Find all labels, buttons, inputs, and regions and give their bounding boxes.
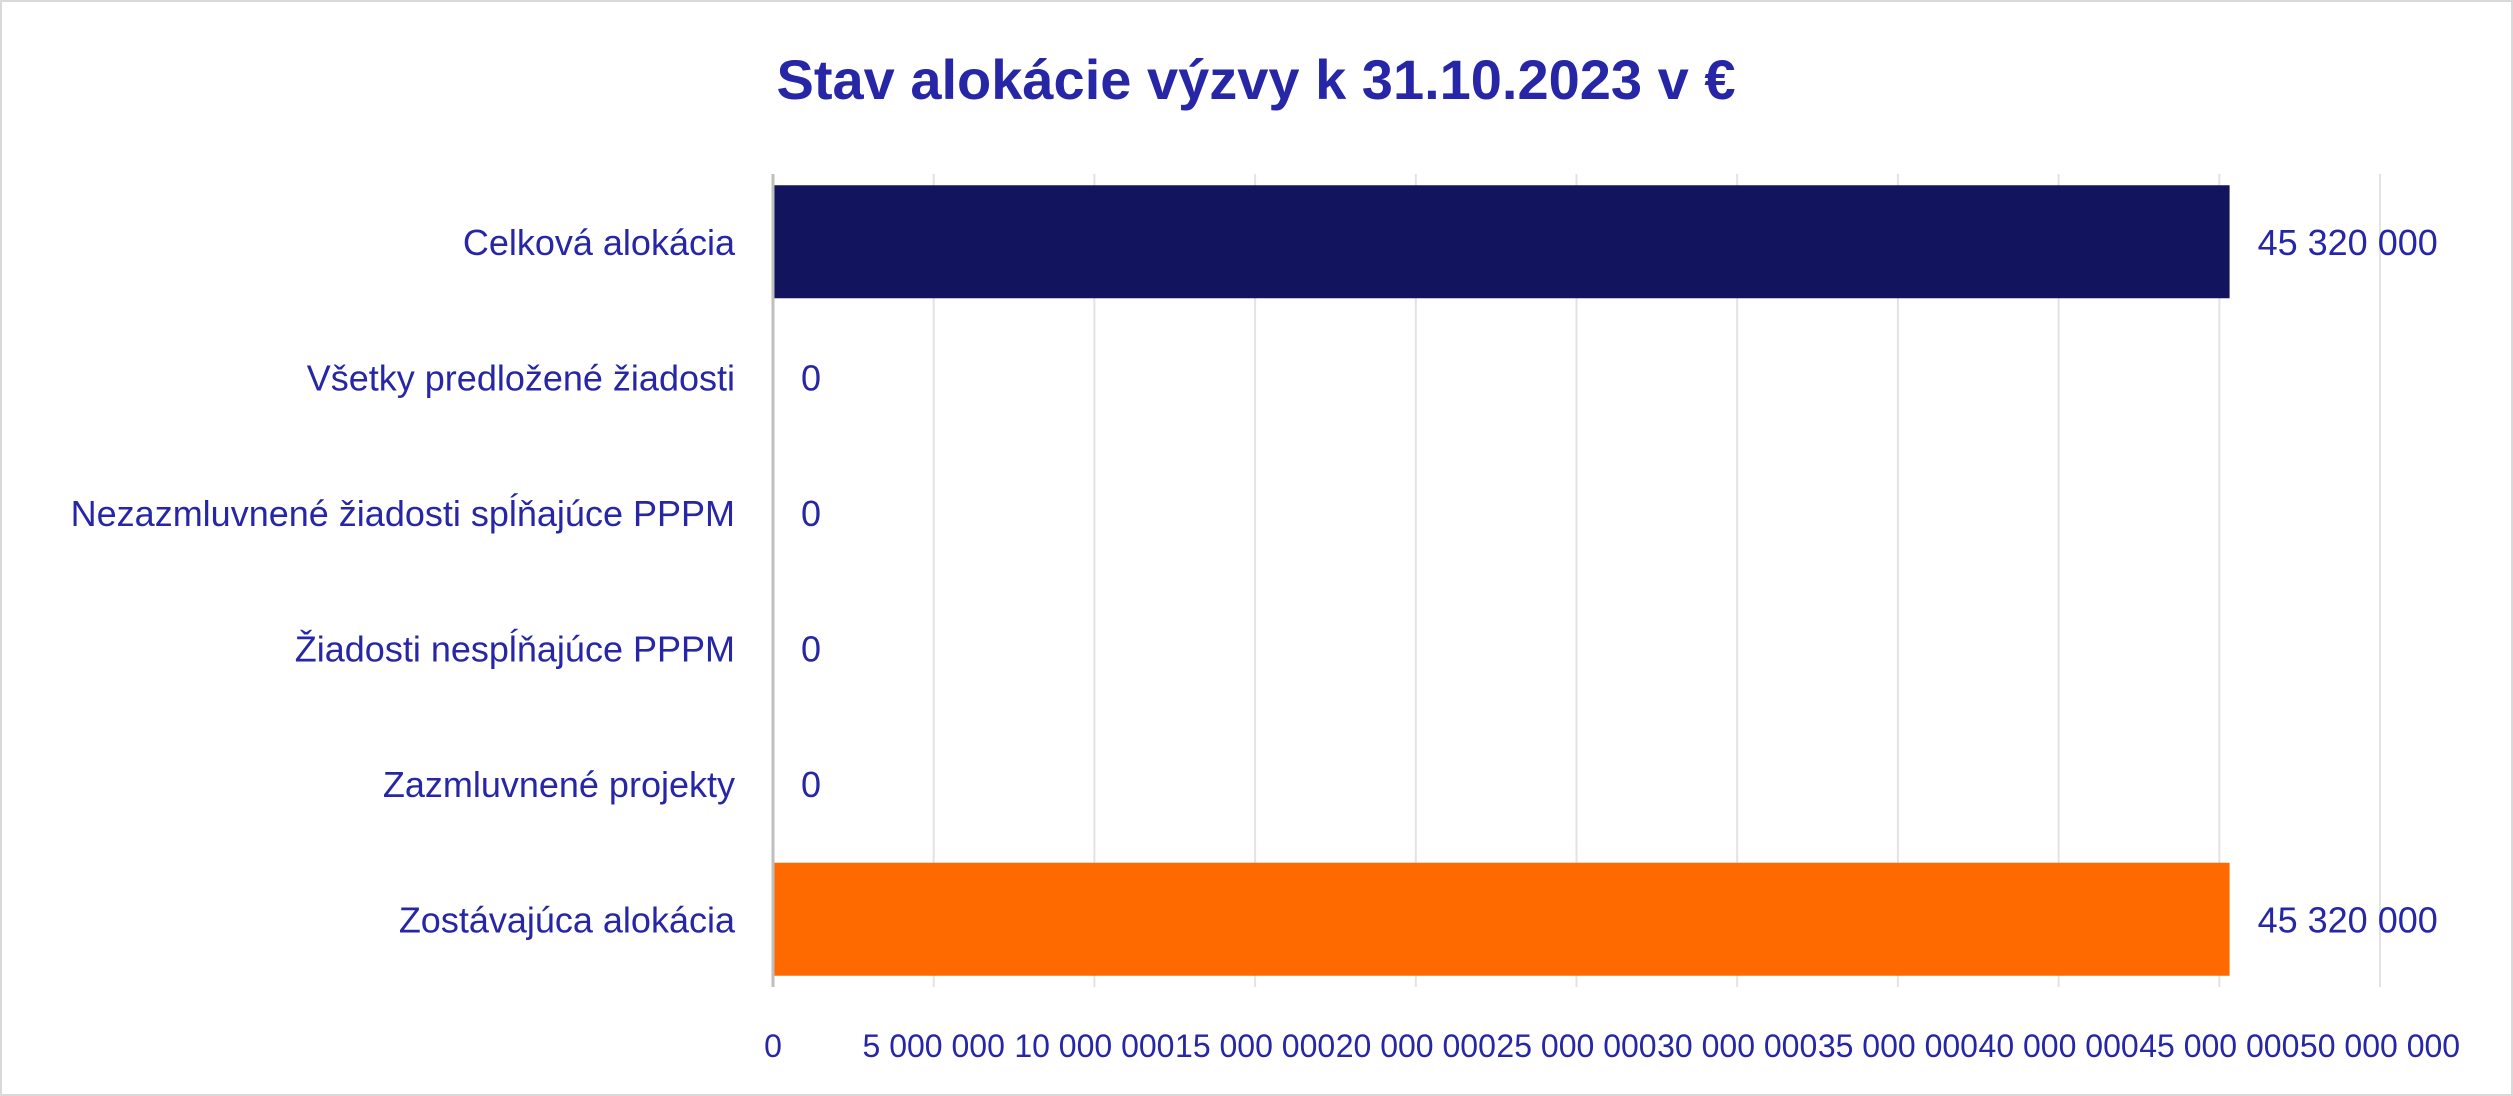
x-tick-labels: 0 5 000 000 10 000 000 15 000 000 20 000 000… xyxy=(764,1028,2460,1064)
category-label: Zostávajúca alokácia xyxy=(399,899,736,940)
x-tick-label: 0 xyxy=(764,1028,782,1064)
data-label: 45 320 000 xyxy=(2258,899,2438,940)
category-label: Celková alokácia xyxy=(463,222,736,263)
x-tick-label: 5 000 000 xyxy=(863,1028,1005,1064)
x-tick-label: 35 000 000 xyxy=(1818,1028,1978,1064)
category-label: Zazmluvnené projekty xyxy=(383,764,735,805)
data-label: 0 xyxy=(801,628,821,669)
category-label: Nezazmluvnené žiadosti spĺňajúce PPPM xyxy=(71,492,735,534)
x-tick-label: 40 000 000 xyxy=(1979,1028,2139,1064)
data-label: 45 320 000 xyxy=(2258,222,2438,263)
data-label: 0 xyxy=(801,764,821,805)
bar xyxy=(773,862,2230,976)
x-tick-label: 30 000 000 xyxy=(1657,1028,1817,1064)
data-label: 0 xyxy=(801,357,821,398)
data-label: 0 xyxy=(801,493,821,534)
gridlines xyxy=(932,174,2381,987)
x-tick-label: 25 000 000 xyxy=(1496,1028,1656,1064)
category-label: Všetky predložené žiadosti xyxy=(307,357,735,398)
category-label: Žiadosti nespĺňajúce PPPM xyxy=(295,627,735,669)
x-tick-label: 45 000 000 xyxy=(2139,1028,2299,1064)
data-labels: 45 320 000 0 0 0 0 45 320 000 xyxy=(801,222,2438,941)
bar xyxy=(773,185,2230,299)
chart-title: Stav alokácie výzvy k 31.10.2023 v € xyxy=(777,48,1736,111)
category-labels: Celková alokácia Všetky predložené žiados… xyxy=(71,222,736,941)
x-tick-label: 15 000 000 xyxy=(1175,1028,1335,1064)
x-tick-label: 50 000 000 xyxy=(2300,1028,2460,1064)
x-tick-label: 20 000 000 xyxy=(1336,1028,1496,1064)
x-tick-label: 10 000 000 xyxy=(1014,1028,1174,1064)
bars xyxy=(773,185,2230,976)
